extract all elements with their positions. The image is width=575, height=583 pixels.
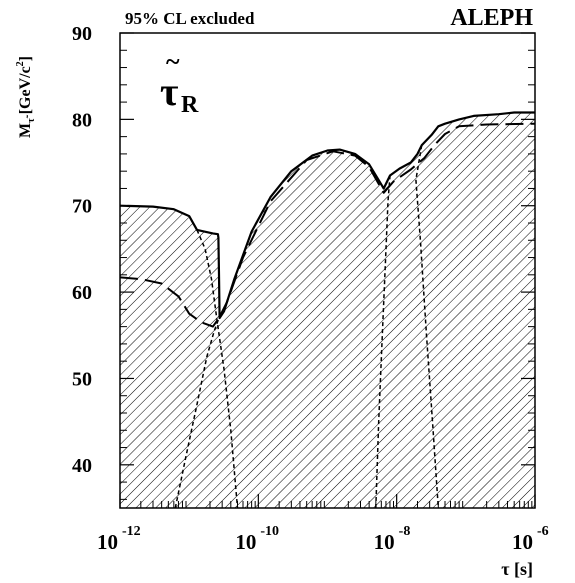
series-layer [120,111,535,508]
annotation-subscript: R [181,92,199,118]
x-axis-label: τ [s] [501,559,533,579]
y-tick-label-40: 40 [72,455,92,477]
header-left-text: 95% CL excluded [125,9,255,28]
x-tick-label-exponent: -10 [260,524,279,539]
plot-frame [119,32,536,509]
series-long-dash-1 [120,122,535,328]
x-tick-label-exponent: -12 [122,524,141,539]
x-label-base: τ [501,559,510,579]
x-tick-label-base: 10 [374,530,395,554]
y-label-base: M [17,123,34,138]
y-tick-label-80: 80 [72,109,92,131]
series-dotted-2 [174,317,220,508]
tilde-icon: ~ [166,47,180,76]
y-tick-label-90: 90 [72,23,92,45]
y-tick-label-60: 60 [72,282,92,304]
y-label-unit: [GeV/c [17,66,34,114]
excluded-region [120,112,535,508]
series-dotted-5 [415,145,440,508]
plot-area [120,111,535,508]
series-solid-0 [120,111,535,320]
y-label-unit-end: ] [17,56,34,61]
x-tick-label-base: 10 [512,530,533,554]
y-label-subscript: τ̃ [26,114,37,123]
y-tick-label-70: 70 [72,196,92,218]
x-tick-label-exponent: -8 [399,524,411,539]
x-tick-label-base: 10 [97,530,118,554]
header-right-text: ALEPH [450,5,533,31]
annotation-symbol: τ [160,69,178,114]
stau-annotation: τ ~ R [160,47,199,118]
y-label-unit-sup: 2 [15,61,26,66]
x-tick-label-base: 10 [235,530,256,554]
y-tick-label-50: 50 [72,368,92,390]
x-tick-label-exponent: -6 [537,524,549,539]
series-dotted-4 [375,175,391,508]
y-axis-label: Mτ̃[GeV/c2] [15,56,37,138]
axis-ticks: 40 50 60 70 80 90 10 -12 10 -10 10 -8 10 -6 [72,23,549,554]
x-label-unit: [s] [514,559,533,579]
series-dotted-3 [196,229,239,508]
